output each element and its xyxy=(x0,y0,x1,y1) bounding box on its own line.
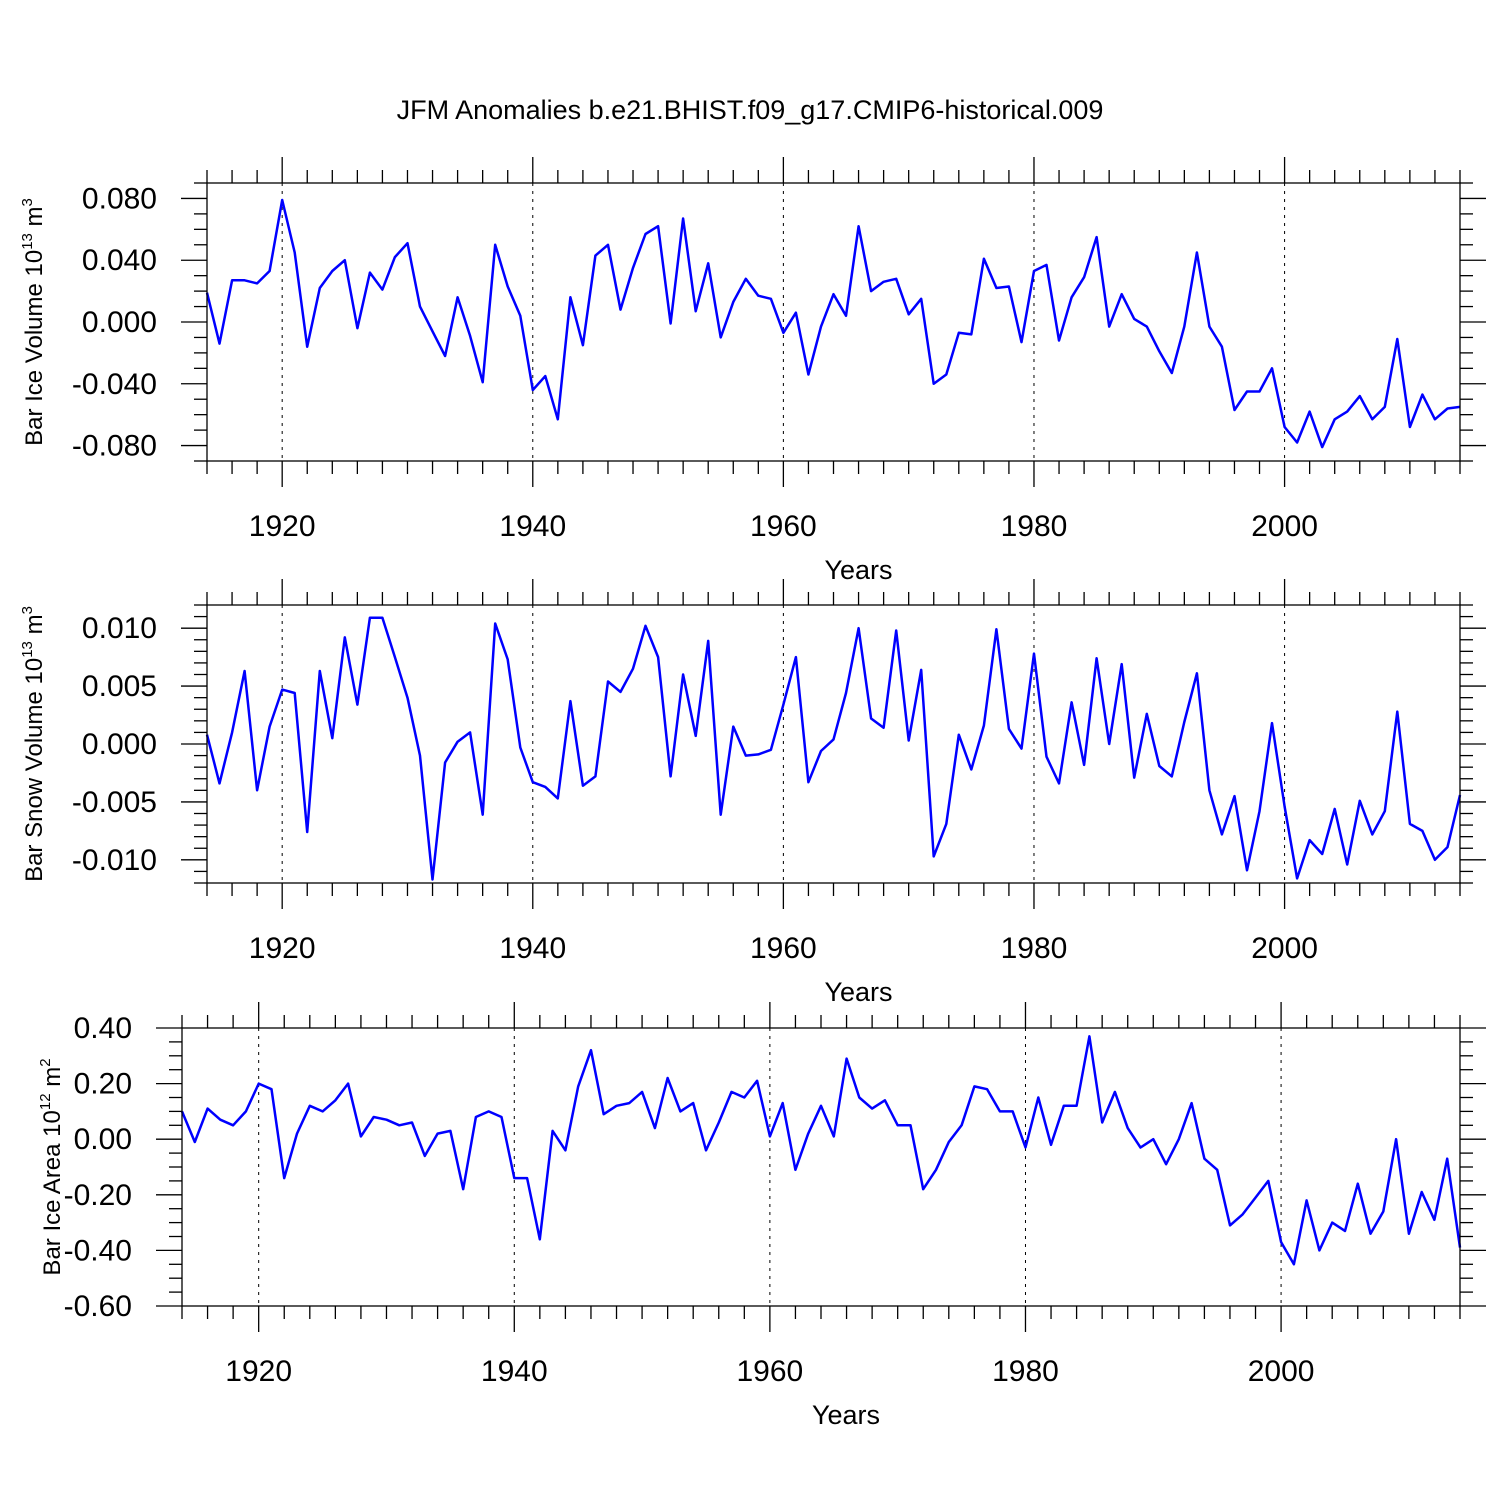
y-tick-label: 0.005 xyxy=(82,670,157,703)
y-axis-label: Bar Ice Volume 1013 m3 xyxy=(19,198,48,446)
y-tick-label: -0.60 xyxy=(64,1290,132,1323)
plot-frame xyxy=(181,1027,1461,1307)
y-tick-label: 0.000 xyxy=(82,306,157,339)
panel-1: 1920 1940 1960 1980 2000 0.080 0.040 0.000 -0.04… xyxy=(19,157,1486,585)
x-tick-label: 2000 xyxy=(1251,510,1318,543)
x-axis-label: Years xyxy=(812,1400,880,1430)
y-tick-label: -0.005 xyxy=(72,786,157,819)
x-tick-label: 2000 xyxy=(1248,1355,1315,1388)
y-tick-label: 0.20 xyxy=(74,1068,132,1101)
x-tick-label: 1940 xyxy=(499,932,566,965)
x-tick-label: 1920 xyxy=(249,510,316,543)
y-tick-label: -0.080 xyxy=(72,430,157,463)
x-tick-label: 1960 xyxy=(750,932,817,965)
x-axis-label: Years xyxy=(824,977,892,1007)
y-tick-label: 0.000 xyxy=(82,728,157,761)
x-tick-label: 1980 xyxy=(1001,510,1068,543)
y-tick-label: 0.080 xyxy=(82,182,157,215)
y-tick-label: -0.20 xyxy=(64,1179,132,1212)
y-tick-label: 0.010 xyxy=(82,612,157,645)
series-line xyxy=(205,616,1462,881)
x-tick-label: 1960 xyxy=(737,1355,804,1388)
y-tick-label: -0.010 xyxy=(72,844,157,877)
x-tick-label: 1940 xyxy=(481,1355,548,1388)
y-axis-label: Bar Ice Area 1012 m2 xyxy=(37,1058,66,1275)
panels: 1920 1940 1960 1980 2000 0.080 0.040 0.000 -0.04… xyxy=(19,157,1486,1430)
chart-title: JFM Anomalies b.e21.BHIST.f09_g17.CMIP6-… xyxy=(397,95,1104,125)
y-tick-label: -0.040 xyxy=(72,368,157,401)
y-tick-label: 0.040 xyxy=(82,244,157,277)
panel-3: 1920 1940 1960 1980 2000 0.40 0.20 0.00 -0.20 -0.… xyxy=(37,1002,1486,1430)
x-tick-label: 1920 xyxy=(225,1355,292,1388)
x-tick-label: 2000 xyxy=(1251,932,1318,965)
x-axis-label: Years xyxy=(824,555,892,585)
y-tick-label: 0.00 xyxy=(74,1123,132,1156)
x-tick-label: 1980 xyxy=(1001,932,1068,965)
panel-2: 1920 1940 1960 1980 2000 0.010 0.005 0.000 -0.00… xyxy=(19,579,1486,1007)
x-tick-label: 1940 xyxy=(499,510,566,543)
x-tick-label: 1920 xyxy=(249,932,316,965)
y-tick-label: 0.40 xyxy=(74,1012,132,1045)
plot-frame xyxy=(206,604,1461,884)
series-line xyxy=(205,198,1461,449)
series-line xyxy=(180,1035,1462,1266)
x-tick-label: 1980 xyxy=(992,1355,1059,1388)
y-axis-label: Bar Snow Volume 1013 m3 xyxy=(19,606,48,882)
y-tick-label: -0.40 xyxy=(64,1234,132,1267)
x-tick-label: 1960 xyxy=(750,510,817,543)
plot-frame xyxy=(206,182,1461,462)
